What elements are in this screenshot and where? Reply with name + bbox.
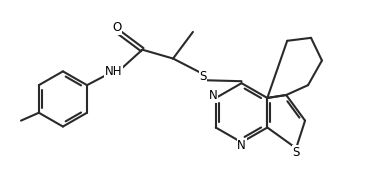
Text: O: O (112, 22, 121, 35)
Text: S: S (292, 146, 300, 159)
Text: S: S (199, 70, 206, 83)
Text: NH: NH (105, 65, 122, 78)
Text: N: N (208, 90, 217, 103)
Text: N: N (237, 139, 246, 152)
